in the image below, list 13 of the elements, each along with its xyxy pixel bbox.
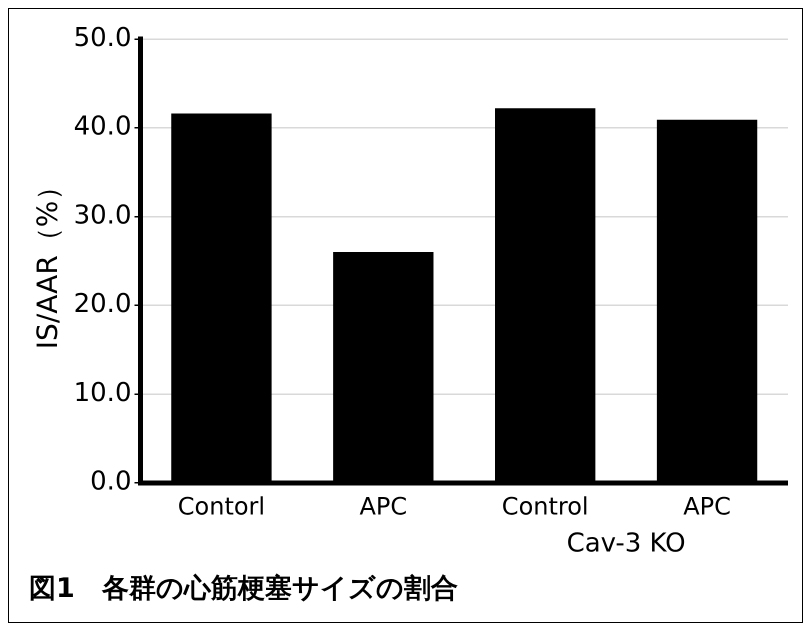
x-tick-label: APC xyxy=(359,492,408,520)
y-tick-label: 0.0 xyxy=(90,466,132,497)
y-tick-label: 20.0 xyxy=(74,289,132,320)
y-axis-title: IS/AAR（%） xyxy=(31,172,64,350)
text: Cav-3 KO xyxy=(566,528,686,558)
x-tick-label: APC xyxy=(683,492,731,520)
y-tick-label: 40.0 xyxy=(74,112,132,142)
text: 図1 各群の心筋梗塞サイズの割合 xyxy=(29,572,458,604)
y-tick-label: 50.0 xyxy=(74,22,132,53)
y-tick-label: 10.0 xyxy=(74,378,132,408)
x-tick-label: Contorl xyxy=(178,492,266,520)
y-tick-label: 30.0 xyxy=(74,200,132,230)
x-tick-label: Control xyxy=(502,492,589,520)
